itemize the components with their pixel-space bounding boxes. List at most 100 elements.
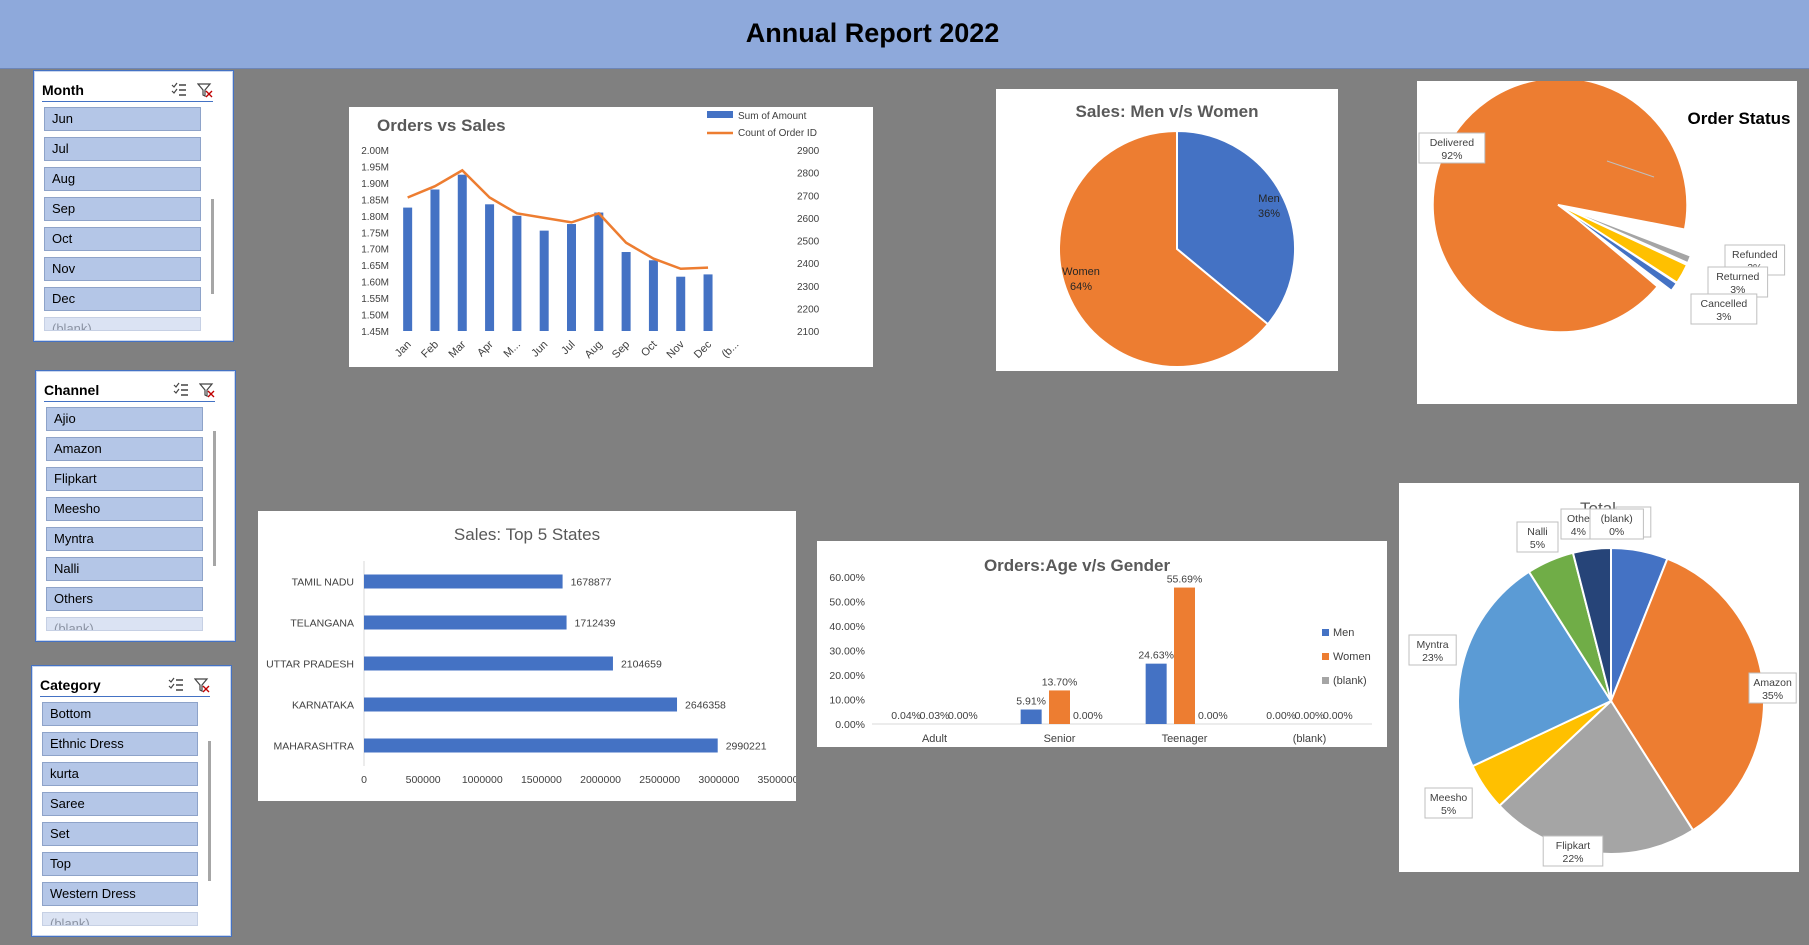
data-label: Nalli [1527, 526, 1547, 538]
clear-filter-icon[interactable] [196, 82, 213, 98]
slicer-item-saree[interactable]: Saree [42, 792, 198, 816]
y2-tick-label: 2700 [797, 191, 820, 202]
slicer-item-blank[interactable]: (blank) [46, 617, 203, 631]
slicer-scrollbar[interactable] [211, 199, 214, 294]
y2-tick-label: 2200 [797, 304, 820, 315]
slicer-scrollbar[interactable] [213, 431, 216, 566]
slicer-scrollbar[interactable] [208, 741, 211, 881]
data-label-box [1418, 132, 1486, 164]
y2-tick-label: 2900 [797, 146, 820, 157]
slicer-item-meesho[interactable]: Meesho [46, 497, 203, 521]
slicer-item-ethnic-dress[interactable]: Ethnic Dress [42, 732, 198, 756]
slicer-item-jul[interactable]: Jul [44, 137, 201, 161]
x-tick-label: M... [502, 339, 523, 360]
category-slicer-header: Category [40, 674, 210, 697]
slicer-item-aug[interactable]: Aug [44, 167, 201, 191]
men-women-chart: Sales: Men v/s Women Men 36% Women 64% [1058, 102, 1296, 368]
data-label: 3% [1716, 311, 1731, 323]
legend-label: Count of Order ID [738, 128, 817, 139]
x-tick-label: 1500000 [521, 774, 562, 786]
report-banner: Annual Report 2022 [0, 0, 1809, 69]
pie-slice-women [1058, 129, 1270, 368]
category-slicer-title: Category [40, 677, 101, 693]
y-tick-label: 1.80M [361, 212, 389, 223]
sales-bar [403, 207, 413, 331]
x-tick-label: Oct [639, 339, 660, 360]
slicer-item-oct[interactable]: Oct [44, 227, 201, 251]
data-label: 0.00% [1198, 710, 1228, 722]
y-tick-label: 2.00M [361, 146, 389, 157]
data-label: 0.00% [1295, 710, 1325, 722]
chart-title: Orders:Age v/s Gender [984, 556, 1171, 575]
x-tick-label: Teenager [1162, 733, 1208, 745]
data-label: 0.04% [891, 710, 921, 722]
y-tick-label: 1.60M [361, 278, 389, 289]
pie-slice-myntra [1457, 570, 1613, 768]
clear-filter-icon[interactable] [193, 677, 210, 693]
data-label: Delivered [1430, 137, 1475, 149]
x-tick-label: Jul [559, 339, 577, 357]
data-label: 2990221 [726, 741, 767, 753]
chart-title: Sales: Men v/s Women [1076, 102, 1259, 121]
sales-bar [539, 230, 549, 331]
y-tick-label: TELANGANA [290, 618, 354, 630]
data-label: 1712439 [575, 618, 616, 630]
data-label: Myntra [1417, 639, 1449, 651]
legend-swatch-bar [707, 111, 733, 118]
slicer-item-blank[interactable]: (blank) [42, 912, 198, 926]
state-bar [364, 656, 613, 671]
orders-sales-panel: Orders vs Sales 1.45M 1.50M 1.55M 1.60M 1.65M… [349, 107, 873, 367]
order-status-panel: Order StatusDelivered92%Refunded2%Return… [1417, 77, 1797, 404]
slicer-item-others[interactable]: Others [46, 587, 203, 611]
y-tick-label: 1.55M [361, 294, 389, 305]
slicer-item-top[interactable]: Top [42, 852, 198, 876]
slicer-item-ajio[interactable]: Ajio [46, 407, 203, 431]
data-label-box [1690, 293, 1758, 325]
category-slicer: Category Bottom Ethnic Dress kurta Saree Set T… [31, 665, 232, 937]
multi-select-icon[interactable] [168, 677, 184, 693]
data-label: 35% [1762, 690, 1783, 702]
y2-tick-label: 2600 [797, 214, 820, 225]
age-gender-chart: Orders:Age v/s Gender 0.00% 10.00% 20.00% 30… [829, 556, 1372, 745]
slicer-item-sep[interactable]: Sep [44, 197, 201, 221]
chart-title: Sales: Top 5 States [454, 525, 600, 544]
y-tick-label: 10.00% [829, 695, 865, 707]
y2-tick-label: 2300 [797, 282, 820, 293]
x-tick-label: Mar [447, 338, 469, 360]
multi-select-icon[interactable] [171, 82, 187, 98]
data-label-box [1748, 672, 1797, 704]
top-states-panel: Sales: Top 5 States TAMIL NADU 1678877 TELA… [258, 511, 799, 801]
slicer-item-flipkart[interactable]: Flipkart [46, 467, 203, 491]
slicer-item-myntra[interactable]: Myntra [46, 527, 203, 551]
sales-bar [485, 204, 495, 331]
slicer-item-nalli[interactable]: Nalli [46, 557, 203, 581]
slicer-item-nov[interactable]: Nov [44, 257, 201, 281]
slicer-item-blank[interactable]: (blank) [44, 317, 201, 331]
slicer-item-dec[interactable]: Dec [44, 287, 201, 311]
slicer-item-jun[interactable]: Jun [44, 107, 201, 131]
slicer-item-set[interactable]: Set [42, 822, 198, 846]
y2-tick-label: 2800 [797, 169, 820, 180]
pie-slice-men [1176, 129, 1296, 326]
data-label: 0.03% [920, 710, 950, 722]
data-label-box [1424, 787, 1473, 819]
top-states-chart: Sales: Top 5 States TAMIL NADU 1678877 TELA… [266, 525, 798, 786]
slicer-item-amazon[interactable]: Amazon [46, 437, 203, 461]
slicer-item-bottom[interactable]: Bottom [42, 702, 198, 726]
data-label-box [1516, 521, 1559, 553]
data-label: 0.00% [1266, 710, 1296, 722]
y-tick-label: 1.45M [361, 327, 389, 338]
data-label: Men [1258, 193, 1279, 205]
data-label: 3% [1730, 284, 1745, 296]
slicer-item-western-dress[interactable]: Western Dress [42, 882, 198, 906]
order-status-chart: Order StatusDelivered92%Refunded2%Return… [1418, 77, 1790, 333]
clear-filter-icon[interactable] [198, 382, 215, 398]
data-label: 23% [1422, 652, 1443, 664]
multi-select-icon[interactable] [173, 382, 189, 398]
slicer-item-kurta[interactable]: kurta [42, 762, 198, 786]
data-label-box [1589, 508, 1644, 540]
y-tick-label: KARNATAKA [292, 700, 354, 712]
y-tick-label: 0.00% [835, 719, 865, 731]
month-slicer-header: Month [42, 79, 213, 102]
data-label: 2104659 [621, 659, 662, 671]
